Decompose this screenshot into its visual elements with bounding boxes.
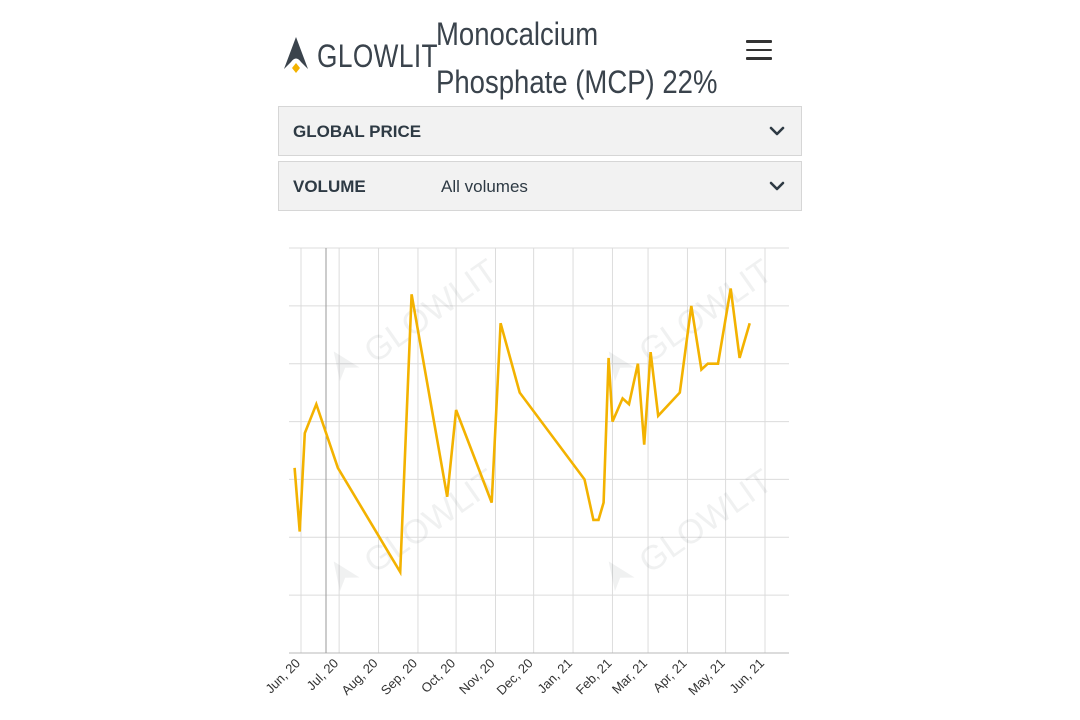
menu-bar: [746, 40, 772, 43]
chevron-down-icon: [769, 126, 785, 136]
menu-bar: [746, 57, 772, 60]
price-series-line: [293, 288, 751, 577]
page-title-line-1: Monocalcium: [436, 16, 599, 52]
header: GLOWLIT Monocalcium Phosphate (MCP) 22%: [278, 0, 802, 104]
page-title: Monocalcium Phosphate (MCP) 22%: [436, 10, 718, 106]
hamburger-menu-button[interactable]: [746, 40, 772, 66]
page-title-line-2: Phosphate (MCP) 22%: [436, 64, 718, 100]
chevron-down-icon: [769, 181, 785, 191]
watermark-logo-icon: [608, 561, 635, 592]
volume-label: VOLUME: [293, 177, 366, 196]
glowlit-logo-icon: [284, 37, 308, 73]
global-price-dropdown[interactable]: GLOBAL PRICE: [278, 106, 802, 156]
global-price-label: GLOBAL PRICE: [293, 122, 422, 141]
watermark-logo-icon: [333, 561, 360, 592]
watermark-logo-icon: [333, 351, 360, 382]
menu-bar: [746, 48, 772, 51]
volume-dropdown[interactable]: VOLUME All volumes: [278, 161, 802, 211]
chart-series: [293, 288, 751, 577]
brand-logo[interactable]: GLOWLIT: [280, 34, 465, 78]
watermark-logo-icon: [608, 351, 635, 382]
brand-name: GLOWLIT: [317, 37, 438, 74]
volume-selected-value: All volumes: [441, 177, 528, 196]
